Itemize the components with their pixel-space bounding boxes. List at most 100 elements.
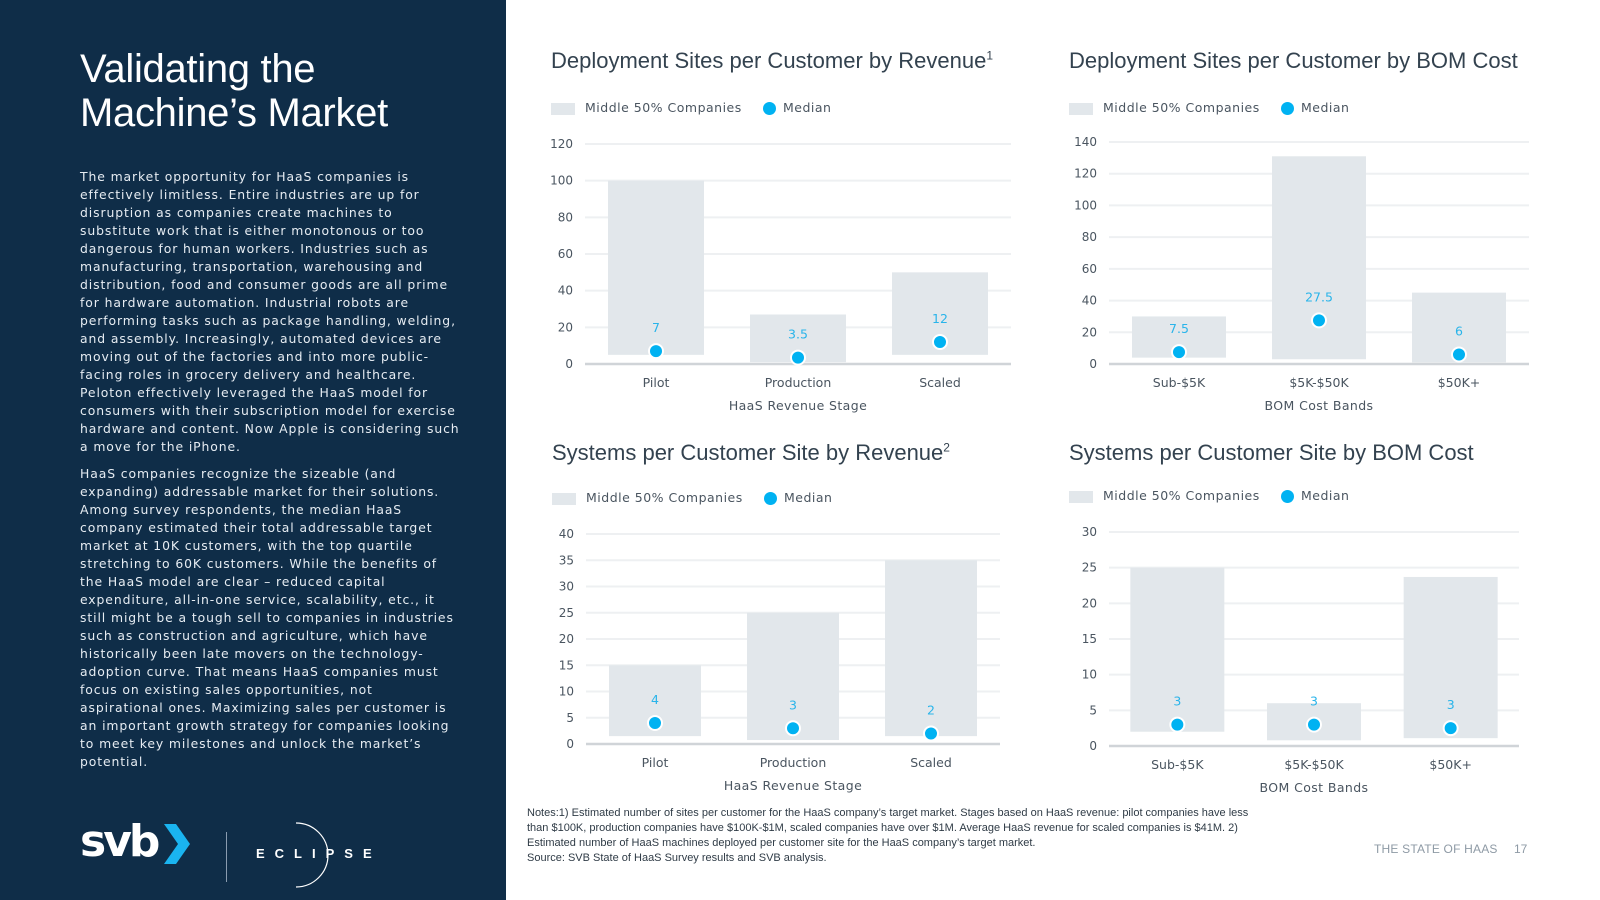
x-category-label: Sub-$5K bbox=[1153, 375, 1206, 390]
median-point bbox=[1306, 716, 1322, 733]
median-point bbox=[1171, 344, 1187, 361]
y-tick-label: 0 bbox=[565, 357, 573, 371]
legend-median-dot-icon bbox=[1281, 490, 1294, 503]
y-tick-label: 20 bbox=[1082, 596, 1097, 610]
chart-title: Systems per Customer Site by Revenue2 bbox=[552, 440, 950, 465]
eclipse-arc-icon bbox=[295, 822, 329, 888]
legend-median-dot-icon bbox=[763, 102, 776, 115]
footnotes: Notes:1) Estimated number of sites per c… bbox=[527, 806, 1267, 866]
svb-chevron-icon bbox=[164, 824, 190, 864]
median-point bbox=[648, 343, 664, 360]
median-value-label: 3 bbox=[1310, 694, 1318, 709]
x-category-label: $5K-$50K bbox=[1284, 757, 1344, 772]
median-value-label: 27.5 bbox=[1305, 289, 1333, 304]
y-tick-label: 0 bbox=[566, 737, 574, 751]
median-point bbox=[1451, 346, 1467, 363]
x-category-label: $50K+ bbox=[1429, 757, 1472, 772]
x-category-label: Production bbox=[765, 375, 832, 390]
body-paragraph: HaaS companies recognize the sizeable (a… bbox=[80, 466, 454, 769]
y-tick-label: 140 bbox=[1074, 135, 1097, 149]
y-tick-label: 10 bbox=[1082, 668, 1097, 682]
median-point bbox=[790, 349, 806, 366]
median-point bbox=[923, 725, 939, 742]
median-value-label: 6 bbox=[1455, 323, 1463, 338]
chart-deployment-sites-by-bom: Deployment Sites per Customer by BOM Cos… bbox=[1069, 48, 1569, 428]
chart-plot: 0 5 10 15 20 25 30 3 Sub-$5K 3 $5K-$50K 3 $50K+ BOM C… bbox=[1082, 525, 1519, 795]
legend-range-swatch bbox=[1069, 491, 1093, 503]
y-tick-label: 100 bbox=[550, 174, 573, 188]
y-tick-label: 60 bbox=[1082, 262, 1097, 276]
x-category-label: $50K+ bbox=[1438, 375, 1481, 390]
y-tick-label: 35 bbox=[559, 553, 574, 567]
y-tick-label: 25 bbox=[559, 606, 574, 620]
y-tick-label: 30 bbox=[1082, 525, 1097, 539]
legend-median-dot-icon bbox=[1281, 102, 1294, 115]
page-title-line2: Machine’s Market bbox=[80, 91, 388, 135]
median-value-label: 7 bbox=[652, 320, 660, 335]
page-number: 17 bbox=[1514, 842, 1528, 856]
eclipse-logo: ECLIPSE bbox=[256, 846, 382, 861]
x-axis-title: HaaS Revenue Stage bbox=[724, 778, 862, 793]
chart-systems-per-site-by-bom: Systems per Customer Site by BOM Cost Mi… bbox=[1069, 440, 1569, 820]
y-tick-label: 15 bbox=[559, 658, 574, 672]
range-bar bbox=[1130, 567, 1225, 732]
range-bar bbox=[885, 560, 977, 737]
legend-range-label: Middle 50% Companies bbox=[585, 100, 742, 115]
x-axis-title: BOM Cost Bands bbox=[1265, 398, 1374, 413]
median-value-label: 3 bbox=[1447, 697, 1455, 712]
median-point bbox=[932, 334, 948, 350]
legend-median-label: Median bbox=[784, 490, 833, 505]
y-tick-label: 5 bbox=[566, 711, 574, 725]
x-category-label: Pilot bbox=[643, 375, 670, 390]
body-paragraph: The market opportunity for HaaS companie… bbox=[80, 169, 460, 454]
y-tick-label: 40 bbox=[1082, 294, 1097, 308]
median-point bbox=[785, 720, 801, 737]
y-tick-label: 30 bbox=[559, 580, 574, 594]
range-bar bbox=[747, 612, 839, 741]
x-axis-title: HaaS Revenue Stage bbox=[729, 398, 867, 413]
median-value-label: 4 bbox=[651, 692, 659, 707]
legend-range-label: Middle 50% Companies bbox=[1103, 488, 1260, 503]
y-tick-label: 0 bbox=[1089, 357, 1097, 371]
y-tick-label: 40 bbox=[558, 284, 573, 298]
legend-median-label: Median bbox=[1301, 488, 1350, 503]
median-point bbox=[1442, 720, 1459, 737]
sidebar-panel: Validating the Machine’s Market The mark… bbox=[0, 0, 506, 900]
y-tick-label: 20 bbox=[1082, 325, 1097, 339]
y-tick-label: 20 bbox=[558, 320, 573, 334]
logo-divider bbox=[226, 832, 227, 882]
legend-median-label: Median bbox=[1301, 100, 1350, 115]
page-title: Validating the Machine’s Market bbox=[80, 47, 388, 135]
x-category-label: Scaled bbox=[919, 375, 961, 390]
y-tick-label: 80 bbox=[558, 210, 573, 224]
chart-title: Systems per Customer Site by BOM Cost bbox=[1069, 440, 1474, 465]
x-category-label: $5K-$50K bbox=[1289, 375, 1349, 390]
y-tick-label: 25 bbox=[1082, 561, 1097, 575]
median-point bbox=[647, 715, 663, 731]
legend-range-swatch bbox=[552, 493, 576, 505]
body-text: The market opportunity for HaaS companie… bbox=[80, 168, 460, 780]
source-text: Source: SVB State of HaaS Survey results… bbox=[527, 852, 827, 864]
range-bar bbox=[1403, 576, 1498, 739]
logo-bar: svb ECLIPSE bbox=[80, 816, 460, 888]
x-category-label: Pilot bbox=[642, 755, 669, 770]
svb-logo: svb bbox=[80, 816, 160, 867]
page-title-line1: Validating the bbox=[80, 47, 316, 91]
legend-median-label: Median bbox=[783, 100, 832, 115]
median-value-label: 3.5 bbox=[788, 327, 808, 342]
y-tick-label: 5 bbox=[1089, 703, 1097, 717]
chart-title: Deployment Sites per Customer by BOM Cos… bbox=[1069, 48, 1518, 73]
notes-text: Notes:1) Estimated number of sites per c… bbox=[527, 807, 1249, 849]
legend-range-label: Middle 50% Companies bbox=[586, 490, 743, 505]
median-point bbox=[1311, 312, 1327, 329]
range-bar bbox=[608, 180, 704, 355]
y-tick-label: 100 bbox=[1074, 198, 1097, 212]
legend-range-label: Middle 50% Companies bbox=[1103, 100, 1260, 115]
y-tick-label: 60 bbox=[558, 247, 573, 261]
chart-systems-per-site-by-revenue: Systems per Customer Site by Revenue2 Mi… bbox=[552, 440, 1052, 820]
report-title: THE STATE OF HAAS bbox=[1374, 842, 1498, 856]
chart-plot: 0 20 40 60 80 100 120 7 Pilot 3.5 Production 12 Scal… bbox=[550, 137, 1011, 413]
x-category-label: Sub-$5K bbox=[1151, 757, 1204, 772]
y-tick-label: 80 bbox=[1082, 230, 1097, 244]
chart-plot: 0 5 10 15 20 25 30 35 40 4 Pilot 3 Production 2 Scaled… bbox=[559, 527, 1000, 793]
